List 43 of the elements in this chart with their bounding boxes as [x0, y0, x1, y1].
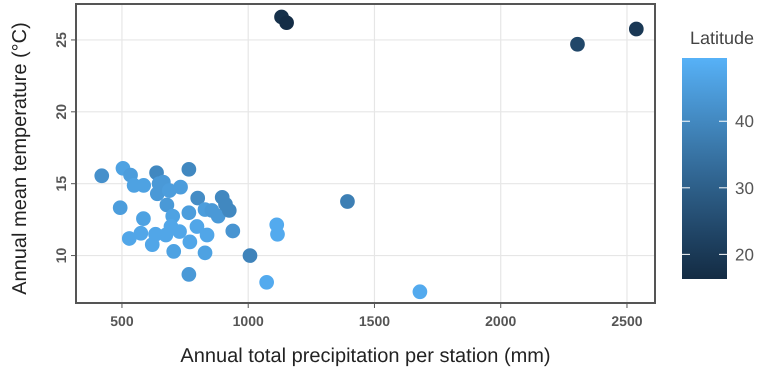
point [182, 162, 196, 177]
color-bar-label: 30 [735, 178, 754, 198]
y-tick-label: 25 [53, 32, 69, 48]
color-bar-label: 40 [735, 112, 754, 132]
y-tick-label: 20 [53, 104, 69, 120]
point [340, 194, 355, 209]
point [222, 203, 237, 218]
point [198, 245, 212, 260]
y-axis-title: Annual mean temperature (°C) [9, 22, 31, 295]
x-tick-label: 2000 [485, 313, 516, 329]
point [225, 224, 240, 238]
point [112, 200, 128, 216]
point [190, 190, 206, 206]
point [166, 244, 182, 259]
y-tick-label: 15 [53, 176, 69, 192]
point [200, 228, 214, 242]
point [190, 219, 204, 234]
x-axis-title: Annual total precipitation per station (mm) [180, 345, 551, 367]
color-bar-title: Latitude [690, 28, 754, 48]
point [279, 15, 294, 30]
point [136, 211, 151, 226]
point [182, 234, 198, 250]
x-tick-label: 1000 [232, 313, 264, 329]
point [160, 198, 174, 212]
point [172, 224, 187, 239]
point [210, 208, 226, 224]
y-tick-label: 10 [53, 248, 69, 264]
point [628, 22, 644, 36]
color-bar-label: 20 [735, 245, 754, 264]
point [412, 284, 428, 300]
point [173, 180, 188, 194]
point [182, 267, 196, 282]
point [94, 168, 110, 184]
point [242, 248, 258, 263]
point [134, 226, 148, 241]
point [122, 231, 137, 246]
point [570, 36, 585, 52]
point [182, 205, 196, 220]
x-tick-label: 500 [110, 313, 134, 329]
point [259, 274, 274, 290]
point [150, 186, 165, 202]
x-tick-label: 2500 [611, 313, 643, 329]
x-tick-label: 1500 [358, 313, 390, 329]
